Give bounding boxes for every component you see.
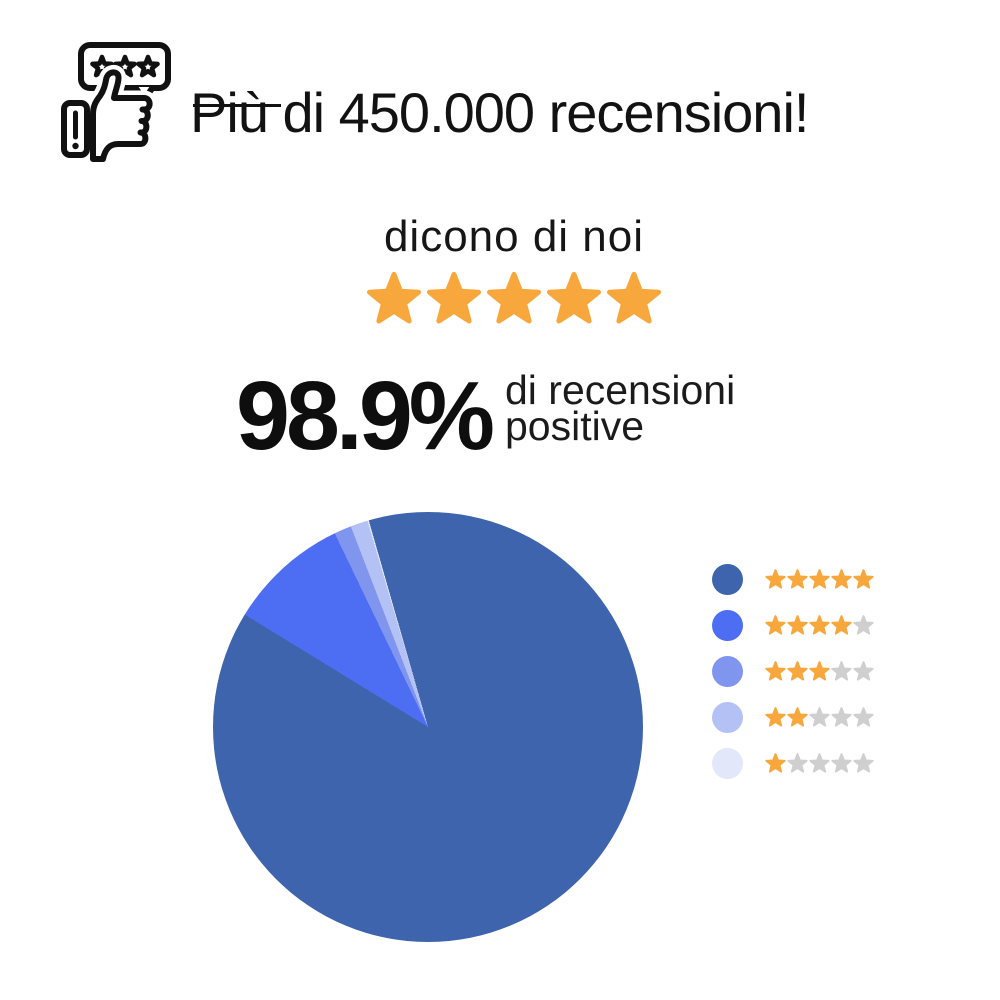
legend-dot [712,655,743,687]
legend-dot [712,563,743,595]
legend-star-icon [831,569,852,589]
legend-row [712,556,874,602]
legend-star-icon [809,615,830,635]
big-star-icon [427,271,481,324]
tagline-text: dicono di noi [383,212,645,261]
legend-dot [712,701,743,733]
exclamation-dot [72,142,79,150]
legend-row [712,602,874,648]
legend-star-rating [765,569,874,589]
legend-star-icon [809,707,830,727]
chart-legend [712,556,874,786]
legend-star-icon [853,707,874,727]
legend-star-icon [765,615,786,635]
legend-star-icon [853,569,874,589]
legend-star-icon [809,661,830,681]
legend-star-rating [765,615,874,635]
tagline-section: dicono di noi [14,212,1000,325]
legend-row [712,694,874,740]
legend-dot [712,747,743,779]
legend-star-icon [831,615,852,635]
legend-row [712,648,874,694]
stat-label-line2: positive [505,403,645,449]
legend-star-icon [765,661,786,681]
five-star-rating [14,271,1000,325]
pie-chart [213,512,643,942]
legend-star-icon [765,569,786,589]
legend-dot [712,609,743,641]
legend-star-icon [853,615,874,635]
stat-label: di recensioni positive [505,367,736,449]
legend-star-icon [831,707,852,727]
thumbs-up-review-badge-icon [56,40,174,167]
big-star-icon [607,271,661,324]
legend-star-icon [853,661,874,681]
legend-star-icon [853,753,874,773]
legend-row [712,740,874,786]
legend-star-icon [787,569,808,589]
stat-label-line1: di recensioni [505,367,736,413]
legend-star-icon [787,707,808,727]
legend-star-icon [787,661,808,681]
thumbs-up-review-badge-svg [56,42,171,167]
legend-star-icon [809,753,830,773]
legend-star-icon [831,661,852,681]
legend-star-icon [809,569,830,589]
legend-star-rating [765,707,874,727]
thumbs-up-hand [90,69,153,162]
legend-star-rating [765,661,874,681]
page-title: Più di 450.000 recensioni! [190,80,809,144]
big-star-icon [487,271,541,324]
legend-star-icon [787,753,808,773]
big-star-icon [547,271,601,324]
legend-star-icon [765,753,786,773]
legend-star-rating [765,753,874,773]
stat-value: 98.9% [236,361,495,470]
legend-star-icon [787,615,808,635]
headline-underline [193,104,281,107]
big-star-icon [367,271,421,324]
legend-star-icon [831,753,852,773]
legend-star-icon [765,707,786,727]
